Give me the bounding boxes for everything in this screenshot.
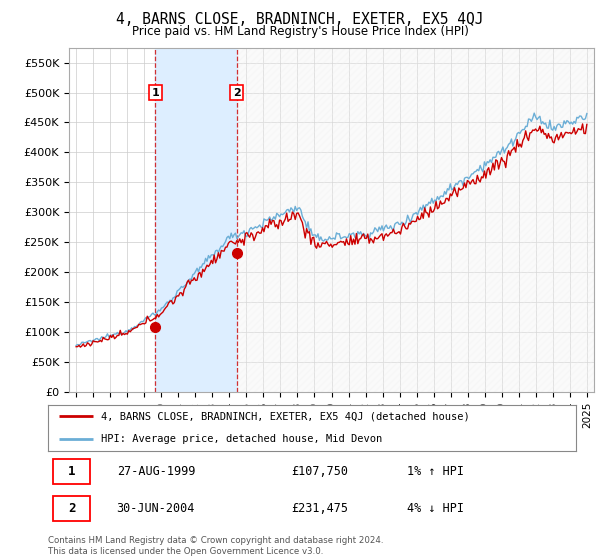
Text: 1: 1 [68,465,76,478]
FancyBboxPatch shape [53,459,90,484]
Text: 30-JUN-2004: 30-JUN-2004 [116,502,195,515]
Text: 2: 2 [68,502,76,515]
Text: 1: 1 [151,87,159,97]
Text: £107,750: £107,750 [291,465,348,478]
Text: 4% ↓ HPI: 4% ↓ HPI [407,502,464,515]
Text: 4, BARNS CLOSE, BRADNINCH, EXETER, EX5 4QJ: 4, BARNS CLOSE, BRADNINCH, EXETER, EX5 4… [116,12,484,27]
FancyBboxPatch shape [53,496,90,521]
Text: £231,475: £231,475 [291,502,348,515]
Text: 27-AUG-1999: 27-AUG-1999 [116,465,195,478]
Text: Price paid vs. HM Land Registry's House Price Index (HPI): Price paid vs. HM Land Registry's House … [131,25,469,38]
Text: 2: 2 [233,87,241,97]
Text: Contains HM Land Registry data © Crown copyright and database right 2024.
This d: Contains HM Land Registry data © Crown c… [48,536,383,556]
Text: 1% ↑ HPI: 1% ↑ HPI [407,465,464,478]
Text: 4, BARNS CLOSE, BRADNINCH, EXETER, EX5 4QJ (detached house): 4, BARNS CLOSE, BRADNINCH, EXETER, EX5 4… [101,412,470,421]
Bar [155,48,236,392]
Bar [236,48,594,392]
Text: HPI: Average price, detached house, Mid Devon: HPI: Average price, detached house, Mid … [101,435,382,444]
